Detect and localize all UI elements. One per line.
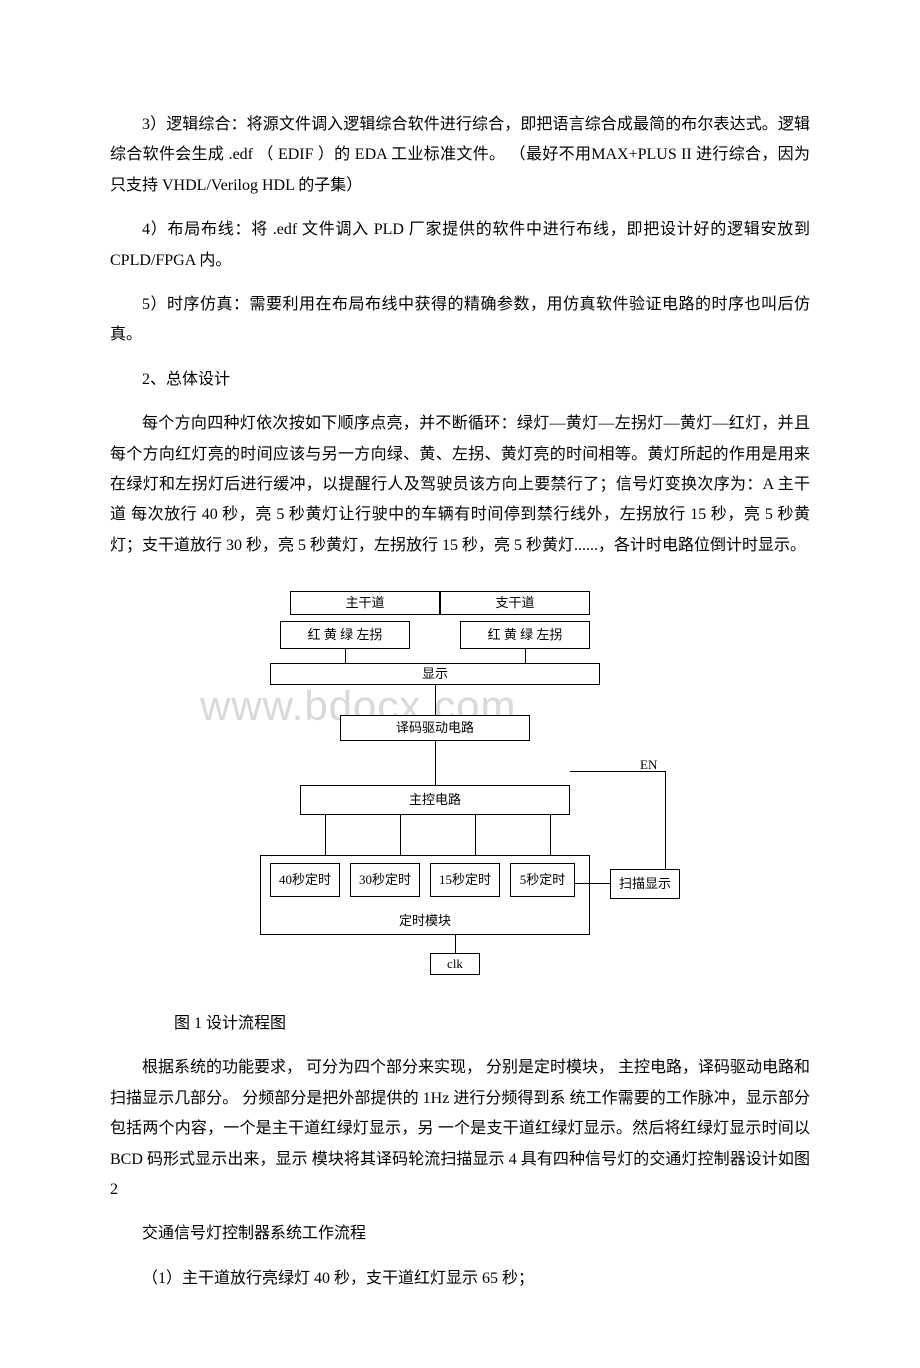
- box-decoder: 译码驱动电路: [340, 715, 530, 741]
- box-timer-5: 5秒定时: [510, 863, 575, 897]
- paragraph-4: 4）布局布线：将 .edf 文件调入 PLD 厂家提供的软件中进行布线，即把设计…: [110, 215, 810, 276]
- box-timer-30: 30秒定时: [350, 863, 420, 897]
- box-lights-left: 红 黄 绿 左拐: [280, 621, 410, 649]
- box-display: 显示: [270, 663, 600, 685]
- paragraph-3: 3）逻辑综合：将源文件调入逻辑综合软件进行综合，即把语言综合成最简的布尔表达式。…: [110, 110, 810, 201]
- paragraph-description: 每个方向四种灯依次按如下顺序点亮，并不断循环：绿灯—黄灯—左拐灯—黄灯—红灯，并…: [110, 409, 810, 561]
- box-scan-display: 扫描显示: [610, 869, 680, 899]
- flowchart-diagram: www.bdocx.com 主干道 支干道 红 黄 绿 左拐 红 黄 绿 左拐 …: [110, 591, 810, 991]
- paragraph-step-1: （1）主干道放行亮绿灯 40 秒，支干道红灯显示 65 秒；: [110, 1264, 810, 1294]
- box-timer-15: 15秒定时: [430, 863, 500, 897]
- box-main-road: 主干道: [290, 591, 440, 615]
- paragraph-system-desc: 根据系统的功能要求， 可分为四个部分来实现， 分别是定时模块， 主控电路，译码驱…: [110, 1053, 810, 1205]
- box-clk: clk: [430, 953, 480, 975]
- box-lights-right: 红 黄 绿 左拐: [460, 621, 590, 649]
- box-branch-road: 支干道: [440, 591, 590, 615]
- heading-overall-design: 2、总体设计: [110, 365, 810, 395]
- label-timer-module: 定时模块: [260, 909, 590, 934]
- box-main-ctrl: 主控电路: [300, 785, 570, 815]
- box-timer-40: 40秒定时: [270, 863, 340, 897]
- paragraph-5: 5）时序仿真：需要利用在布局布线中获得的精确参数，用仿真软件验证电路的时序也叫后…: [110, 290, 810, 351]
- label-en: EN: [640, 753, 657, 778]
- paragraph-workflow-heading: 交通信号灯控制器系统工作流程: [110, 1219, 810, 1249]
- figure-caption: 图 1 设计流程图: [110, 1009, 810, 1039]
